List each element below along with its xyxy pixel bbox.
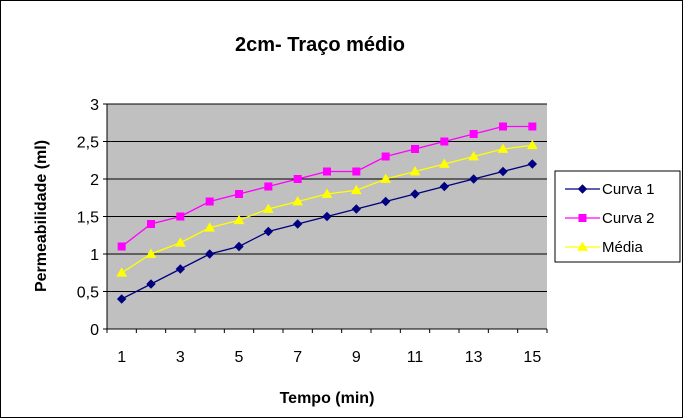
series-2-point [352,167,361,176]
chart-title: 2cm- Traço médio [235,34,405,56]
x-tick-label: 11 [407,349,424,366]
y-tick-label: 2 [90,172,99,189]
series-3-point [350,184,362,195]
series-2-point [469,130,478,138]
y-tick-label: 1,5 [77,210,99,227]
x-tick-label: 1 [117,349,126,366]
series-3-point [468,150,480,161]
series-2-point [411,145,419,153]
series-1-point [204,249,215,259]
series-3-point [292,195,304,206]
x-tick-label: 9 [352,349,361,366]
y-tick-label: 0,5 [77,285,99,302]
series-3-point [233,214,245,225]
series-1-point [146,279,156,289]
series-1-point [498,166,508,177]
series-3-point [380,173,392,183]
x-axis-title: Tempo (min) [280,390,375,407]
legend-label: Curva 1 [602,181,655,198]
series-1-point [116,294,127,304]
legend-marker [578,214,587,222]
x-tick-label: 15 [523,349,541,366]
legend-label: Curva 2 [602,210,655,227]
series-2-point [528,122,537,131]
x-tick-label: 13 [465,349,483,366]
y-tick-label: 2,5 [77,135,99,152]
series-3-point [145,248,157,258]
series-3-point [409,165,421,176]
series-2-point [117,242,126,251]
series-2-point [323,167,331,176]
series-1-point [234,241,244,252]
series-1-point [263,226,274,237]
series-2-point [264,182,273,191]
series-1-point [175,264,186,274]
series-2-point [499,122,507,131]
series-3-point [497,143,509,153]
y-tick-label: 0 [90,322,99,339]
series-3-point [262,203,274,213]
y-tick-label: 3 [90,97,99,114]
series-1-point [468,174,479,184]
series-2-point [293,175,302,183]
series-2-point [205,197,214,206]
series-1-point [527,159,538,169]
x-tick-label: 5 [235,349,244,366]
series-3-point [116,267,128,277]
series-2-point [235,190,243,198]
series-1-point [410,189,420,199]
series-1-point [292,219,303,229]
series-2-point [147,220,155,228]
y-tick-label: 1 [90,247,99,264]
legend: Curva 1 Curva 2 Média [554,170,681,263]
series-1-point [439,181,450,192]
x-tick-label: 3 [176,349,185,366]
x-tick-label: 7 [293,349,302,366]
series-3-point [204,222,216,232]
series-1-point [322,211,332,222]
legend-marker [577,241,588,251]
legend-label: Média [602,239,644,256]
series-3-point [526,139,538,150]
series-3-point [321,188,333,198]
series-2-point [381,152,390,161]
series-1-point [351,204,362,214]
y-axis-title: Permeabilidade (ml) [33,140,50,292]
series-2-point [176,212,185,221]
series-3-point [438,158,450,168]
series-3-point [174,237,186,247]
series-2-point [440,137,449,146]
series-1-point [380,196,391,207]
legend-marker [577,184,588,194]
